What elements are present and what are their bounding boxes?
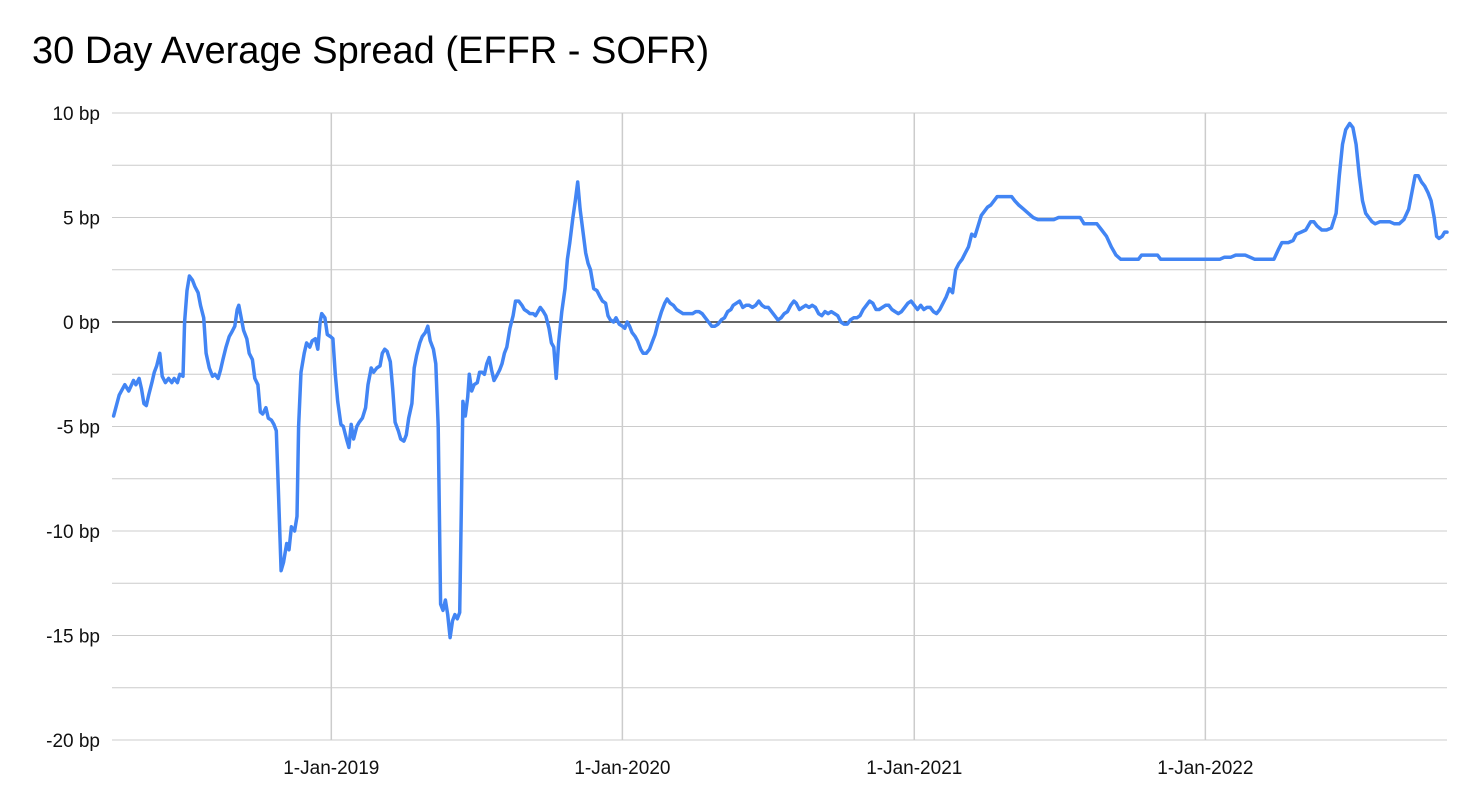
series-lines bbox=[111, 121, 1449, 640]
y-tick-label: -10 bp bbox=[46, 522, 100, 543]
y-tick-label: -5 bp bbox=[57, 418, 100, 439]
x-tick-label: 1-Jan-2019 bbox=[283, 758, 379, 779]
x-tick-label: 1-Jan-2020 bbox=[574, 758, 670, 779]
y-axis-ticks: 10 bp 5 bp 0 bp -5 bp -10 bp -15 bp -20 bp bbox=[46, 104, 100, 752]
chart-title: 30 Day Average Spread (EFFR - SOFR) bbox=[32, 30, 710, 72]
y-tick-label: 0 bp bbox=[63, 313, 100, 334]
y-tick-label: -15 bp bbox=[46, 627, 100, 648]
spread-series-line bbox=[111, 121, 1449, 640]
x-tick-label: 1-Jan-2021 bbox=[866, 758, 962, 779]
y-tick-label: 10 bp bbox=[52, 104, 100, 125]
y-tick-label: -20 bp bbox=[46, 731, 100, 752]
x-tick-label: 1-Jan-2022 bbox=[1157, 758, 1253, 779]
grid-lines bbox=[112, 112, 1447, 741]
y-tick-label: 5 bp bbox=[63, 209, 100, 230]
x-axis-ticks: 1-Jan-2019 1-Jan-2020 1-Jan-2021 1-Jan-2022 bbox=[283, 758, 1253, 779]
